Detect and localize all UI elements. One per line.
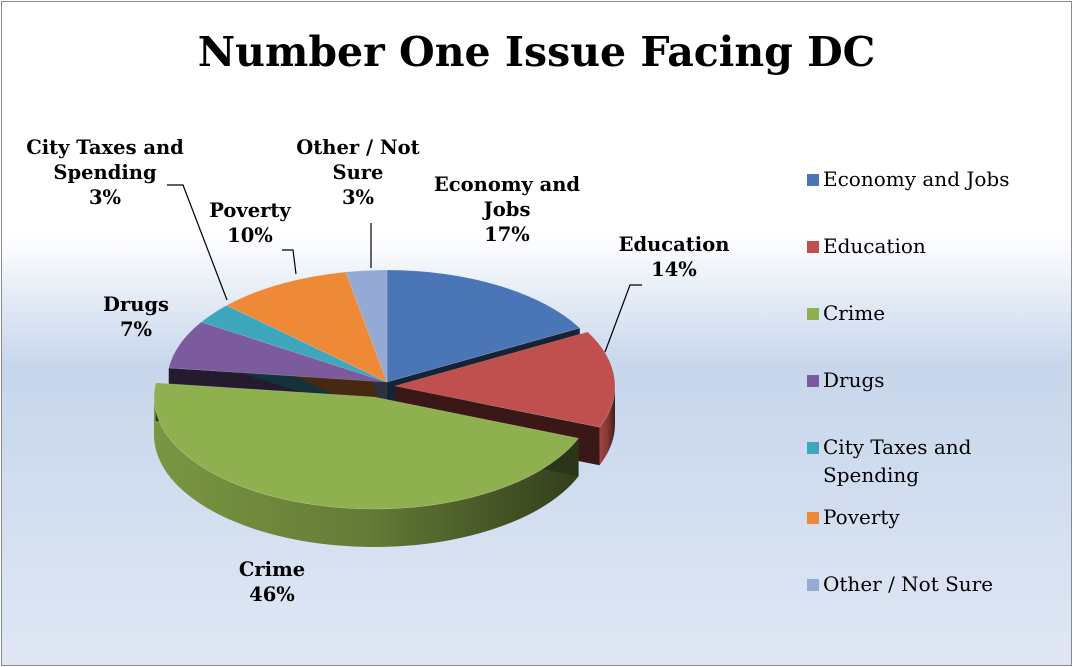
legend-swatch [807, 308, 819, 320]
legend-item: Crime [807, 299, 1047, 327]
leader-line-education [604, 284, 642, 353]
data-label-economy-and-jobs: Economy and Jobs 17% [434, 172, 580, 247]
data-label-line: 46% [249, 583, 295, 606]
legend-label: Other / Not Sure [823, 572, 994, 596]
leader-lines [167, 184, 642, 353]
data-label-line: 3% [341, 186, 375, 209]
data-label-line: Economy and [433, 173, 581, 196]
data-label-line: Spending [53, 161, 157, 184]
pie-slice-city-taxes-and-spending [200, 304, 388, 383]
legend-label: City Taxes and Spending [823, 435, 972, 487]
data-label-line: 17% [484, 223, 530, 246]
legend-item: Drugs [807, 366, 1047, 394]
data-label-education: Education 14% [619, 232, 730, 282]
pie-slice-education [394, 331, 616, 428]
data-label-line: 3% [88, 186, 122, 209]
data-label-crime: Crime 46% [239, 557, 305, 607]
legend-swatch [807, 512, 819, 524]
legend-label: Poverty [823, 505, 900, 529]
data-label-line: Poverty [209, 199, 291, 222]
data-label-line: City Taxes and [26, 136, 184, 159]
pie-slice-economy-and-jobs [386, 269, 581, 383]
legend-label: Drugs [823, 368, 885, 392]
data-label-poverty: Poverty 10% [209, 198, 291, 248]
data-label-line: 7% [119, 318, 153, 341]
data-label-line: Jobs [483, 198, 531, 221]
legend-swatch [807, 241, 819, 253]
data-label-line: Drugs [103, 293, 169, 316]
leader-line-city-taxes-and-spending [167, 184, 228, 301]
slice-sides [154, 386, 615, 547]
leader-line-poverty [282, 249, 297, 275]
pie-slice-poverty [225, 271, 388, 383]
pie-slice-other-not-sure [345, 269, 388, 383]
slice-tops [153, 269, 616, 510]
legend-item: Other / Not Sure [807, 570, 1047, 598]
legend-item: Poverty [807, 503, 1047, 531]
pie-slice-crime [153, 382, 580, 510]
legend-swatch [807, 579, 819, 591]
data-label-drugs: Drugs 7% [103, 292, 169, 342]
legend-swatch [807, 442, 819, 454]
slice-side-1 [599, 386, 615, 466]
data-label-other-not-sure: Other / Not Sure 3% [296, 135, 419, 210]
legend-label: Economy and Jobs [823, 167, 1010, 191]
slice-side-2 [154, 397, 579, 547]
legend-item: Education [807, 232, 1047, 260]
legend-swatch [807, 174, 819, 186]
legend-swatch [807, 375, 819, 387]
chart-title: Number One Issue Facing DC [197, 28, 876, 76]
data-label-line: 14% [651, 258, 697, 281]
legend-label: Education [823, 234, 926, 258]
data-label-line: 10% [227, 224, 273, 247]
data-label-line: Sure [332, 161, 384, 184]
legend-item: City Taxes and Spending [807, 433, 1047, 489]
data-label-line: Education [618, 233, 730, 256]
pie-slice-drugs [168, 321, 388, 383]
legend-item: Economy and Jobs [807, 165, 1047, 193]
data-label-city-taxes-and-spending: City Taxes and Spending 3% [26, 135, 184, 210]
data-label-line: Other / Not [296, 136, 420, 159]
data-label-line: Crime [238, 558, 306, 581]
legend-label: Crime [823, 301, 886, 325]
